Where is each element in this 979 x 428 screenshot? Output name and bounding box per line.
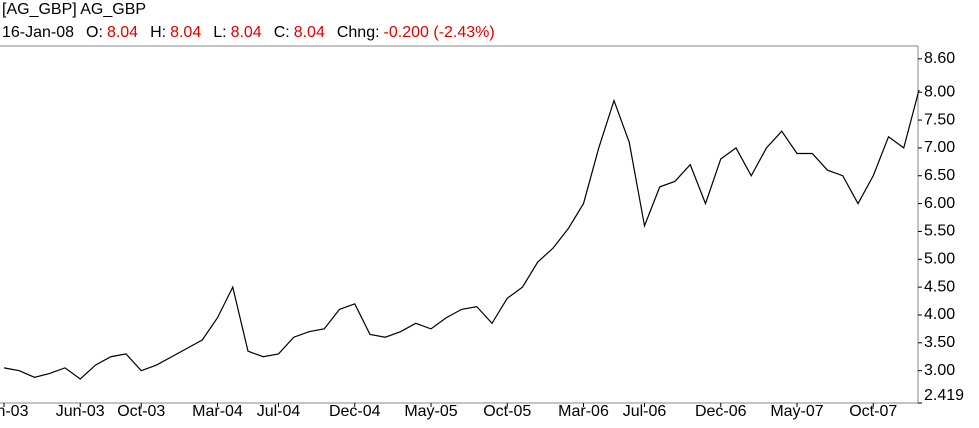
x-tick-label: Oct-05 xyxy=(483,403,531,420)
y-tick-label: 3.00 xyxy=(924,362,955,379)
y-tick-label: 8.60 xyxy=(924,50,955,67)
x-tick-label: Oct-07 xyxy=(849,403,897,420)
x-tick-label: Dec-06 xyxy=(695,403,747,420)
y-tick-label: 6.50 xyxy=(924,167,955,184)
x-tick-label: Oct-03 xyxy=(117,403,165,420)
x-tick-label: Mar-04 xyxy=(192,403,243,420)
x-tick-label: May-05 xyxy=(404,403,457,420)
field-label: O: xyxy=(86,24,103,41)
y-tick-label: 3.50 xyxy=(924,334,955,351)
field-label: H: xyxy=(150,24,166,41)
x-tick-label: May-07 xyxy=(770,403,823,420)
y-tick-label: 7.00 xyxy=(924,139,955,156)
x-tick-label: Jul-06 xyxy=(623,403,667,420)
field-value: 8.04 xyxy=(170,24,201,41)
field-label: C: xyxy=(274,24,290,41)
field-value: 8.04 xyxy=(294,24,325,41)
x-tick-label: Jul-04 xyxy=(257,403,301,420)
x-tick-label: Jan-03 xyxy=(0,403,29,420)
y-tick-label: 4.50 xyxy=(924,278,955,295)
x-tick-label: Jun-03 xyxy=(56,403,105,420)
field-label: Chng: xyxy=(337,24,380,41)
date: 16-Jan-08 xyxy=(2,24,74,41)
y-tick-label: 6.00 xyxy=(924,195,955,212)
field-label: L: xyxy=(213,24,226,41)
symbol: [AG_GBP] AG_GBP xyxy=(2,1,146,18)
x-tick-label: Mar-06 xyxy=(558,403,609,420)
y-tick-label: 8.00 xyxy=(924,83,955,100)
y-tick-label: 4.00 xyxy=(924,306,955,323)
y-tick-label: 5.00 xyxy=(924,250,955,267)
x-tick-label: Dec-04 xyxy=(329,403,381,420)
y-tick-label: 2.419 xyxy=(924,387,964,404)
y-tick-label: 5.50 xyxy=(924,223,955,240)
field-value: -0.200 (-2.43%) xyxy=(384,24,495,41)
field-value: 8.04 xyxy=(107,24,138,41)
field-value: 8.04 xyxy=(231,24,262,41)
price-line xyxy=(3,89,920,380)
y-tick-label: 7.50 xyxy=(924,111,955,128)
